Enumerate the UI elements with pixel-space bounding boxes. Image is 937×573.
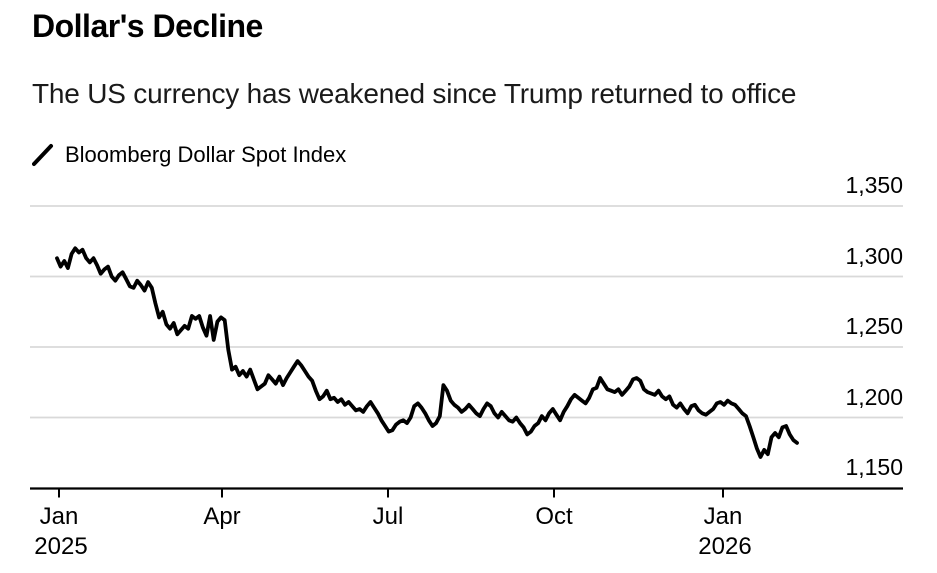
x-axis-label: Jan (703, 503, 743, 530)
x-axis-label: Apr (203, 503, 241, 530)
index-line-series (55, 246, 799, 459)
y-axis-label: 1,250 (845, 313, 903, 339)
y-axis-label: 1,200 (845, 383, 903, 410)
y-axis-label: 1,150 (845, 454, 903, 480)
x-axis-label: Oct (535, 503, 573, 530)
chart-subtitle: The US currency has weakened since Trump… (32, 78, 797, 109)
x-axis-year-label: 2025 (34, 533, 88, 560)
x-axis-label: Jul (372, 503, 404, 530)
legend: Bloomberg Dollar Spot Index (32, 142, 346, 168)
line-series-marker-icon (32, 144, 53, 166)
y-axis-label: 1,350 (845, 172, 903, 198)
x-axis-label: Jan (39, 503, 79, 530)
x-axis-year-label: 2026 (698, 533, 752, 560)
legend-label: Bloomberg Dollar Spot Index (65, 142, 347, 167)
chart-title: Dollar's Decline (32, 8, 263, 44)
y-axis-label: 1,300 (845, 242, 903, 269)
